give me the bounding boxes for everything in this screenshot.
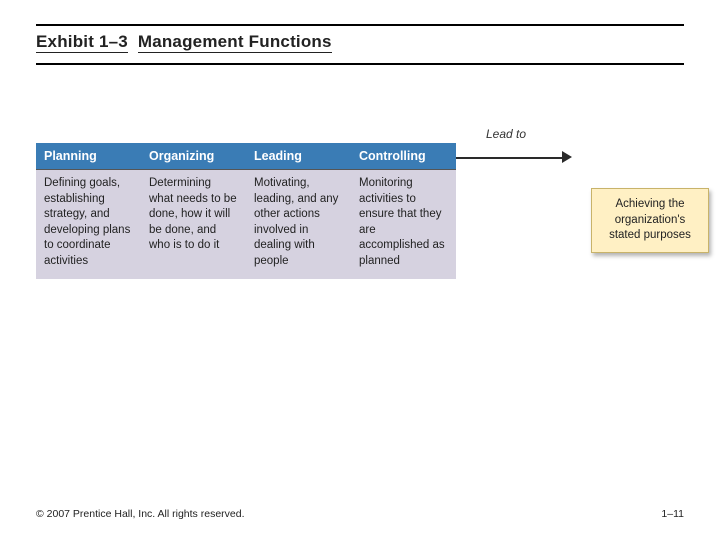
col-header-controlling: Controlling (351, 143, 456, 169)
exhibit-title: Exhibit 1–3 Management Functions (36, 32, 332, 51)
outcome-text: Achieving the organization's stated purp… (609, 198, 691, 241)
col-body-controlling: Monitoring activities to ensure that the… (351, 170, 456, 279)
functions-table: Planning Organizing Leading Controlling … (36, 143, 456, 279)
copyright-text: © 2007 Prentice Hall, Inc. All rights re… (36, 508, 245, 520)
outcome-box: Achieving the organization's stated purp… (591, 188, 709, 253)
page-number: 1–11 (661, 508, 684, 520)
col-body-planning: Defining goals, establishing strategy, a… (36, 170, 141, 279)
col-header-leading: Leading (246, 143, 351, 169)
col-header-organizing: Organizing (141, 143, 246, 169)
arrow-lead-to: Lead to (456, 143, 576, 171)
exhibit-label: Exhibit 1–3 (36, 32, 128, 53)
title-bar: Exhibit 1–3 Management Functions (36, 24, 684, 65)
arrow-line (456, 157, 564, 159)
col-body-organizing: Determining what needs to be done, how i… (141, 170, 246, 279)
col-header-planning: Planning (36, 143, 141, 169)
arrow-head-icon (562, 151, 572, 163)
footer: © 2007 Prentice Hall, Inc. All rights re… (36, 508, 684, 520)
title-text: Management Functions (138, 32, 332, 53)
diagram: Planning Organizing Leading Controlling … (36, 143, 684, 279)
lead-to-label: Lead to (486, 127, 526, 141)
table-header-row: Planning Organizing Leading Controlling (36, 143, 456, 169)
table-body-row: Defining goals, establishing strategy, a… (36, 170, 456, 279)
col-body-leading: Motivating, leading, and any other actio… (246, 170, 351, 279)
